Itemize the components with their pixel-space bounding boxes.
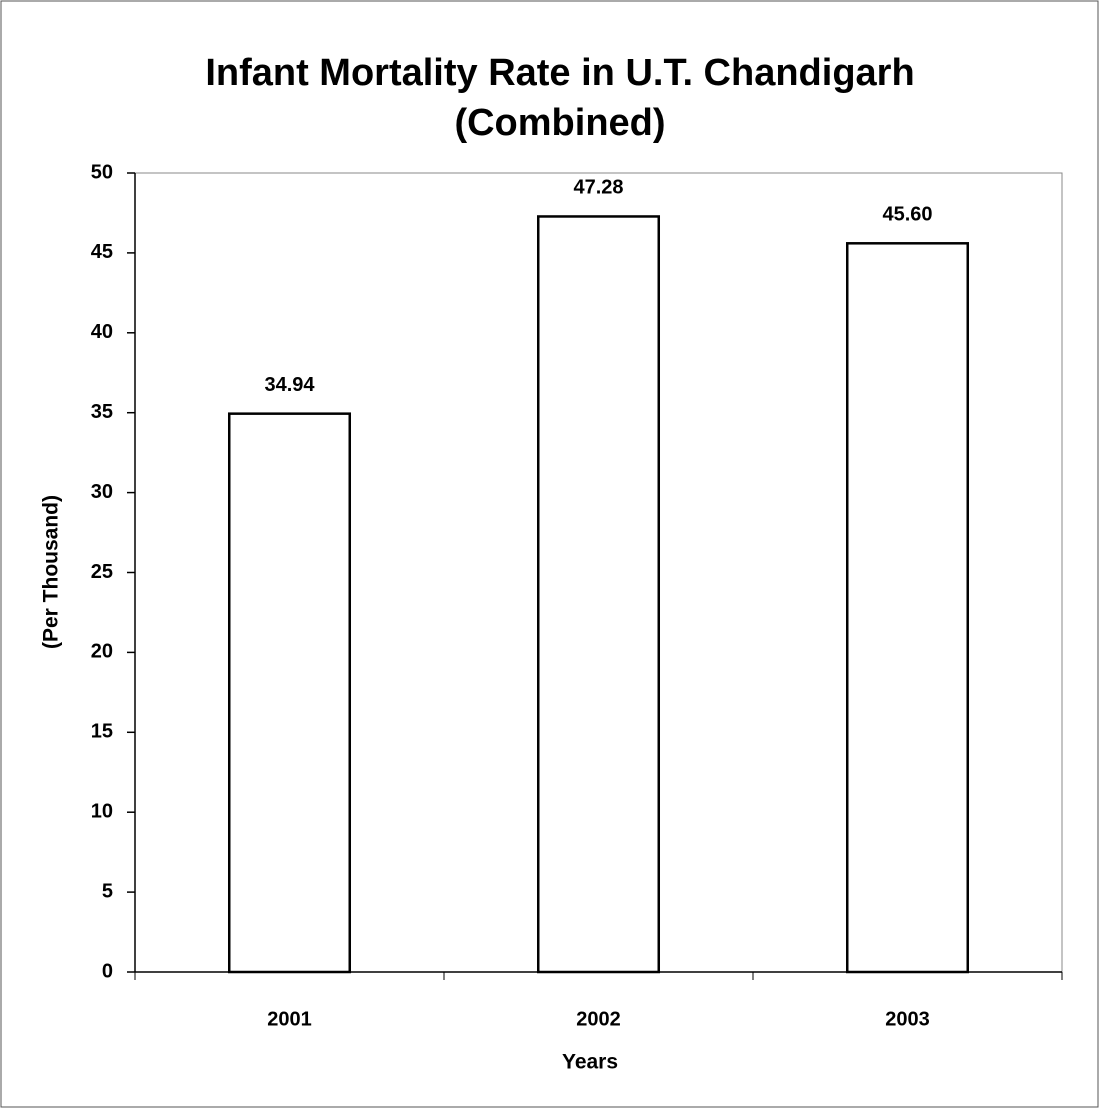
y-tick-label: 35	[91, 401, 113, 423]
x-tick-label: 2002	[576, 1008, 621, 1030]
y-tick-label: 15	[91, 721, 113, 743]
x-axis-title: Years	[562, 1051, 618, 1074]
y-tick-label: 45	[91, 241, 113, 263]
x-tick-label: 2001	[267, 1008, 312, 1030]
y-tick-label: 0	[102, 960, 113, 982]
value-label: 45.60	[882, 204, 932, 226]
y-tick-label: 20	[91, 641, 113, 663]
y-tick-label: 25	[91, 561, 113, 583]
chart-title: Infant Mortality Rate in U.T. Chandigarh	[205, 52, 914, 94]
y-tick-label: 30	[91, 481, 113, 503]
value-label: 47.28	[573, 177, 623, 199]
bar	[227, 412, 352, 974]
value-label: 34.94	[264, 374, 315, 396]
y-tick-label: 5	[102, 880, 113, 902]
y-tick-label: 10	[91, 800, 113, 822]
chart-title: (Combined)	[454, 102, 665, 144]
x-tick-label: 2003	[885, 1008, 930, 1030]
y-tick-label: 40	[91, 321, 113, 343]
bar	[845, 242, 970, 974]
y-tick-label: 50	[91, 161, 113, 183]
y-axis-title: (Per Thousand)	[40, 495, 63, 649]
bar	[536, 215, 661, 974]
